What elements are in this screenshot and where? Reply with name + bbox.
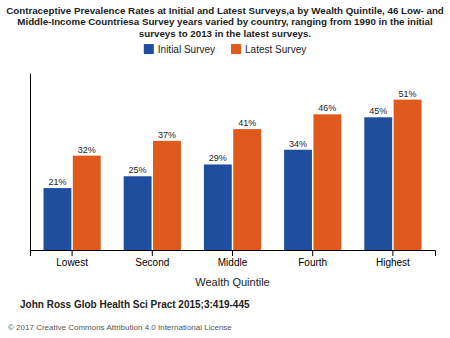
legend-item: Initial Survey xyxy=(144,44,215,55)
bar xyxy=(43,188,71,250)
data-labels: 21% 25% 29% 34% 45% 32% 37% 41% 46% 51% xyxy=(48,89,416,187)
data-label: 25% xyxy=(129,165,147,175)
x-tick-label: Highest xyxy=(376,257,410,268)
title: Contraceptive Prevalence Rates at Initia… xyxy=(6,5,444,39)
plot: 21% 25% 29% 34% 45% 32% 37% 41% 46% 51% Lowest Seco… xyxy=(31,74,436,269)
x-tick: Middle xyxy=(218,250,248,268)
bar xyxy=(394,100,422,250)
legend: Initial Survey Latest Survey xyxy=(144,44,306,55)
bar xyxy=(233,129,261,250)
chart: Contraceptive Prevalence Rates at Initia… xyxy=(0,0,450,338)
legend-swatch xyxy=(144,44,154,54)
x-axis-line xyxy=(31,251,436,257)
data-label: 29% xyxy=(209,153,227,163)
data-label: 32% xyxy=(78,145,96,155)
legend-item: Latest Survey xyxy=(231,44,306,55)
y-axis-line xyxy=(30,74,31,251)
x-axis-title: Wealth Quintile xyxy=(195,276,269,288)
bars xyxy=(43,100,421,250)
data-label: 46% xyxy=(318,103,336,113)
y-axis xyxy=(30,74,31,251)
bar xyxy=(364,117,392,250)
x-tick: Highest xyxy=(376,250,410,268)
bar xyxy=(124,176,152,250)
annotation: John Ross Glob Health Sci Pract 2015;3:4… xyxy=(20,299,250,310)
legend-label: Initial Survey xyxy=(158,44,215,55)
x-tick-label: Middle xyxy=(218,257,248,268)
bar xyxy=(204,164,232,250)
bar xyxy=(73,156,101,250)
x-tick-label: Fourth xyxy=(298,257,327,268)
x-tick: Lowest xyxy=(56,250,88,268)
x-tick-label: Lowest xyxy=(56,257,88,268)
x-tick: Fourth xyxy=(298,250,327,268)
x-axis: Lowest Second Middle Fourth Highest xyxy=(31,250,436,268)
legend-label: Latest Survey xyxy=(245,44,306,55)
bar xyxy=(153,141,181,250)
data-label: 37% xyxy=(158,130,176,140)
x-tick-mark xyxy=(392,250,393,256)
annotation: © 2017 Creative Commons Attribution 4.0 … xyxy=(8,323,232,332)
x-tick: Second xyxy=(135,250,169,268)
data-label: 51% xyxy=(399,89,417,99)
data-label: 45% xyxy=(369,106,387,116)
bar xyxy=(284,150,312,250)
bar-series xyxy=(73,100,422,250)
data-label: 34% xyxy=(289,139,307,149)
bar xyxy=(313,114,341,250)
x-tick-mark xyxy=(152,250,153,256)
data-label: 21% xyxy=(48,177,66,187)
x-tick-mark xyxy=(72,250,73,256)
x-tick-label: Second xyxy=(135,257,169,268)
x-tick-mark xyxy=(312,250,313,256)
data-label: 41% xyxy=(238,118,256,128)
legend-swatch xyxy=(231,44,241,54)
x-tick-mark xyxy=(232,250,233,256)
